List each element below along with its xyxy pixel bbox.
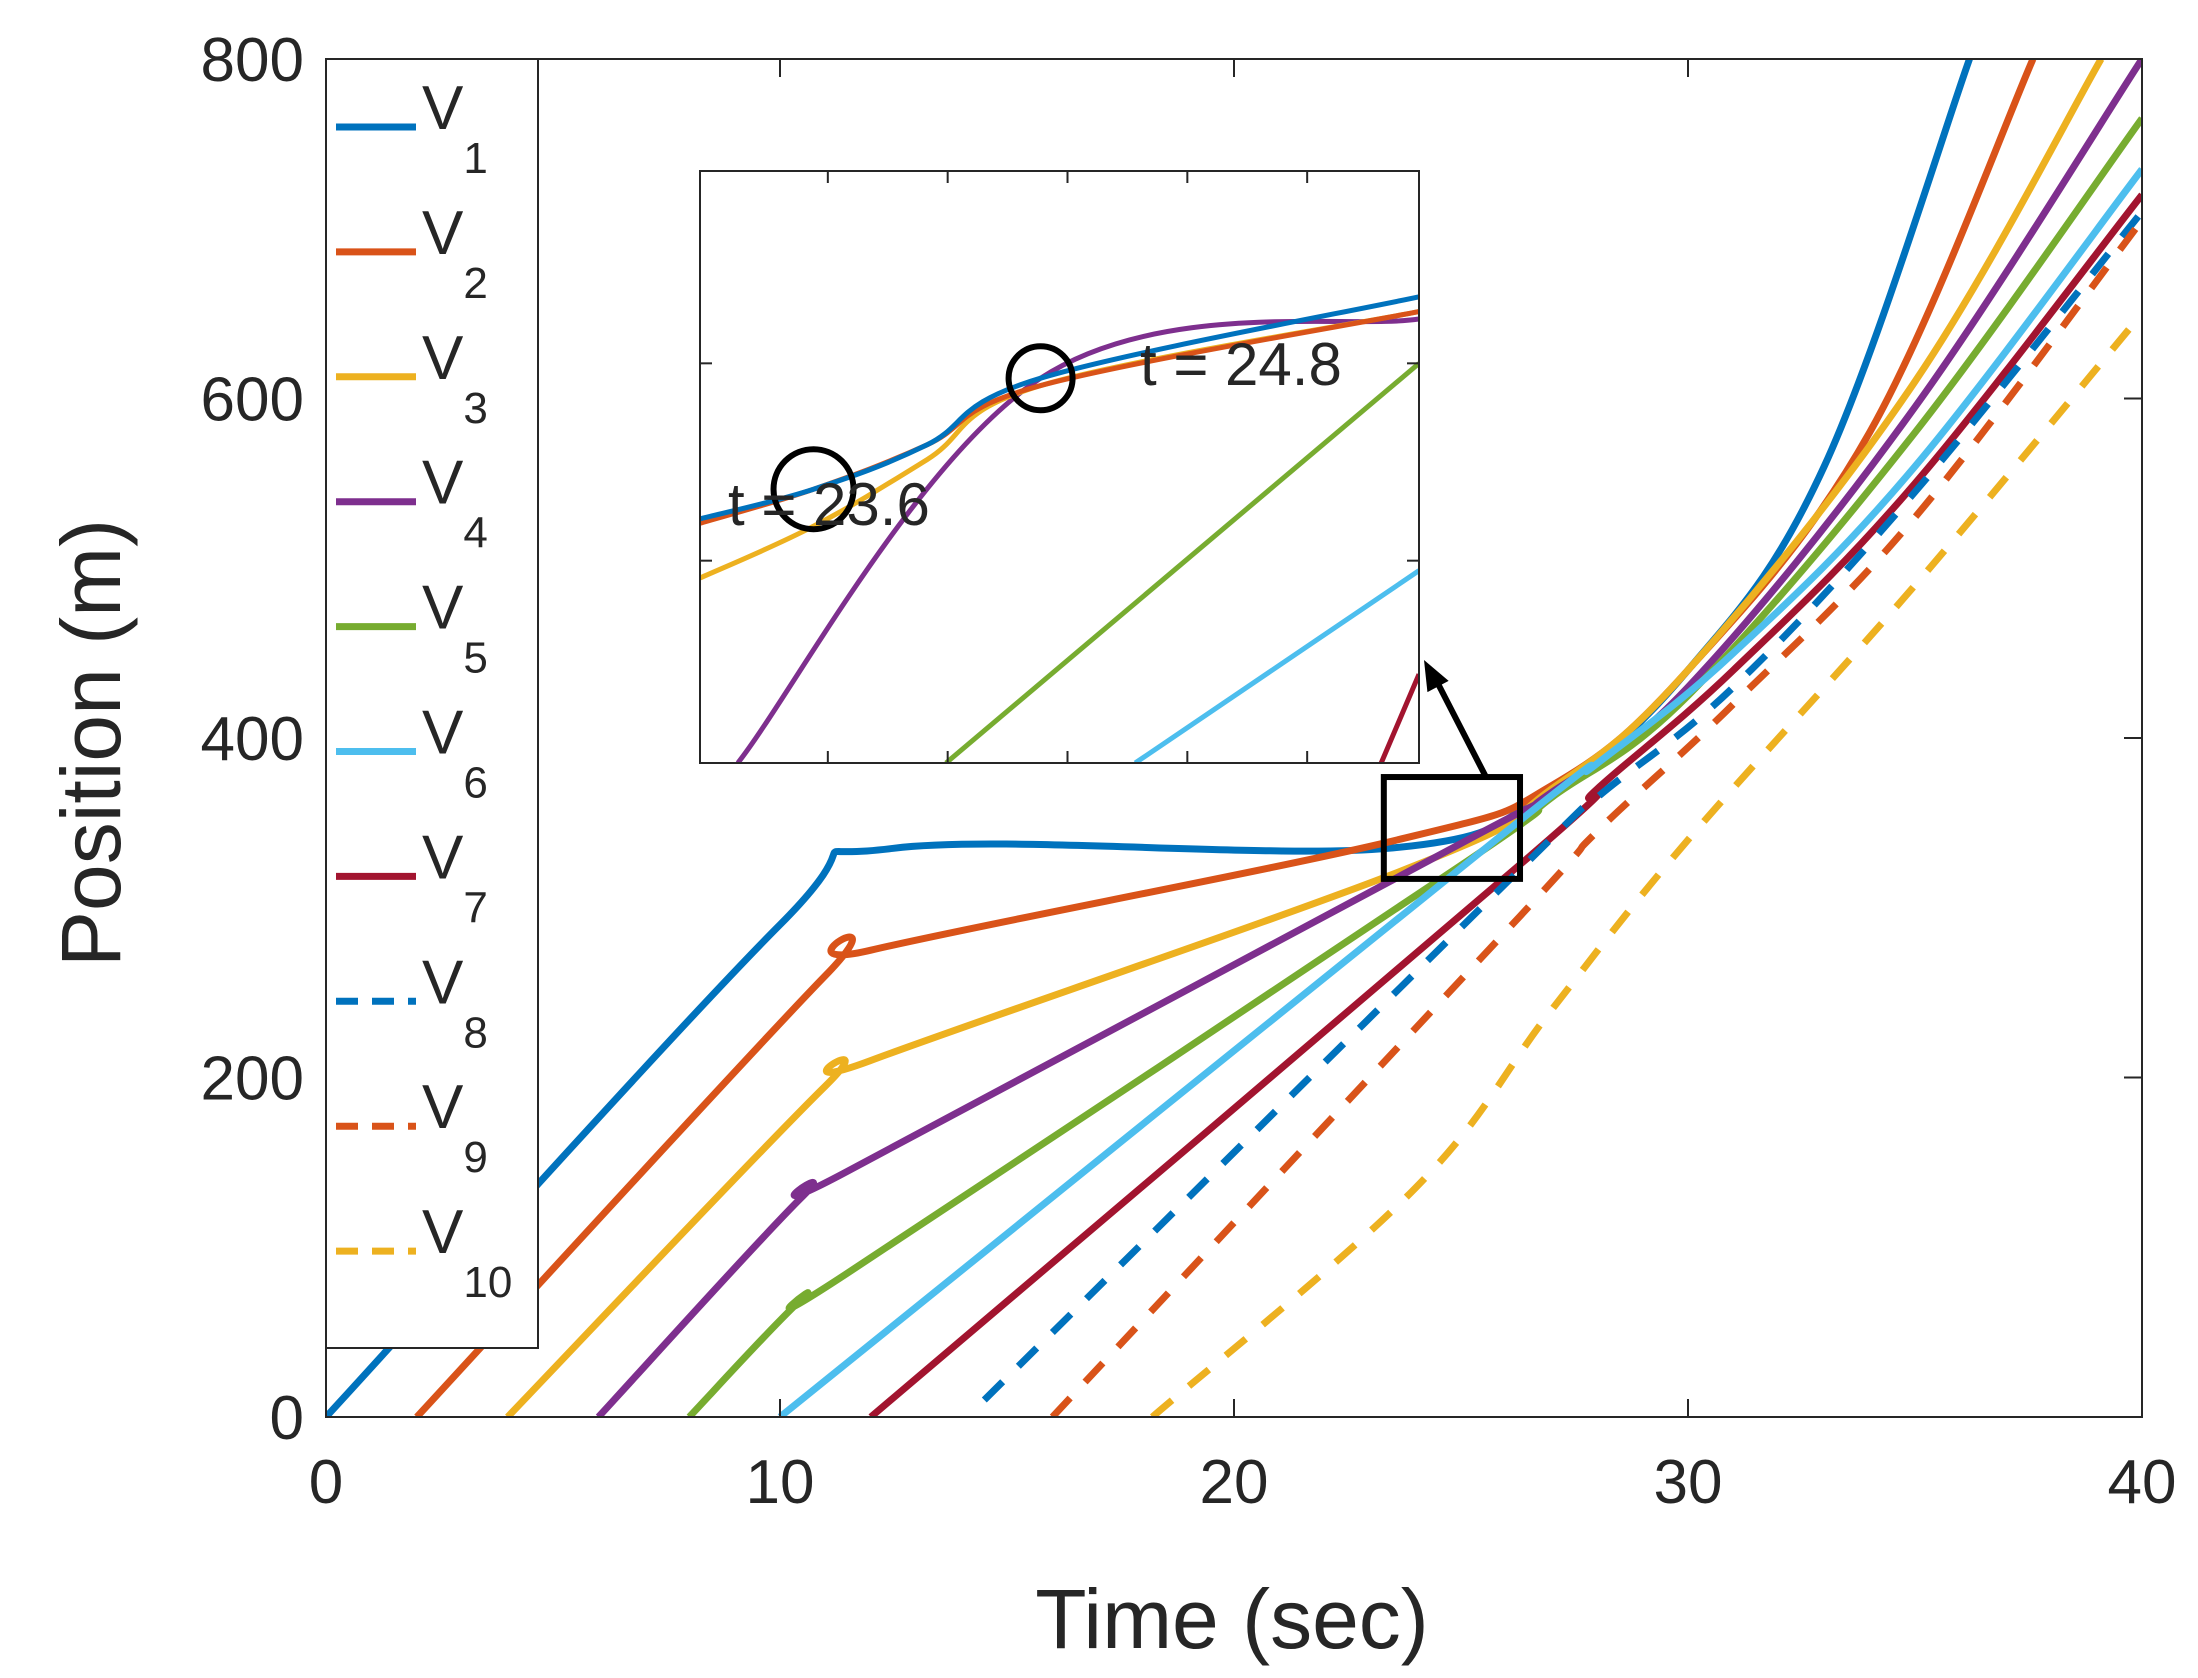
inset-line-v5: [944, 361, 1419, 763]
annotation-circle: [1005, 343, 1076, 414]
series-line-v7: [868, 192, 2142, 1417]
y-tick-label: 400: [201, 705, 304, 774]
legend-label-v2: V2: [422, 199, 488, 308]
series-line-v8: [981, 209, 2142, 1403]
x-tick-label: 20: [1200, 1448, 1269, 1517]
zoom-rectangle: [1380, 774, 1524, 882]
zoom-arrow-head: [1424, 660, 1449, 693]
x-tick-label: 40: [2108, 1448, 2177, 1517]
x-tick-label: 0: [309, 1448, 343, 1517]
series-line-v5: [686, 116, 2142, 1417]
y-tick-label: 600: [201, 366, 304, 435]
legend-label-v1: V1: [422, 74, 488, 183]
y-axis-label: Position (m): [44, 519, 138, 967]
legend-label-v4: V4: [422, 449, 488, 558]
legend: V1 V2 V3 V4 V5 V6 V7 V8 V9 V10: [325, 58, 539, 1349]
legend-label-v5: V5: [422, 574, 488, 683]
inset-frame: [699, 170, 1420, 764]
inset-axes: t = 23.6 t = 24.8: [699, 170, 1420, 764]
x-tick-label: 30: [1654, 1448, 1723, 1517]
legend-label-v8: V8: [422, 948, 488, 1057]
series-line-v6: [777, 167, 2142, 1417]
inset-line-v6: [1133, 568, 1419, 763]
series-line-v10: [1150, 311, 2142, 1417]
y-tick-label: 0: [270, 1384, 304, 1453]
inset-series: [700, 294, 1419, 763]
inset-background: [700, 171, 1419, 763]
annotation-label: t = 23.6: [728, 471, 930, 538]
series-line-v1: [326, 59, 1973, 1417]
zoom-arrow: [1429, 670, 1489, 779]
legend-label-v7: V7: [422, 823, 488, 932]
x-axis-label: Time (sec): [1035, 1572, 1429, 1666]
series-line-v9: [1049, 218, 2142, 1417]
series-lines: [326, 59, 2142, 1417]
annotation-label: t = 24.8: [1140, 331, 1342, 398]
legend-label-v9: V9: [422, 1073, 488, 1182]
zoom-region: [1380, 660, 1524, 882]
y-tick-label: 800: [201, 26, 304, 95]
annotation-circle: [770, 446, 857, 533]
legend-label-v3: V3: [422, 324, 488, 433]
inset-line-v7: [1378, 673, 1419, 763]
legend-box: [325, 58, 539, 1349]
legend-label-v6: V6: [422, 699, 488, 808]
x-tick-label: 10: [746, 1448, 815, 1517]
inset-line-v1: [700, 294, 1419, 522]
series-line-v4: [595, 59, 2142, 1417]
series-line-v2: [414, 59, 2037, 1417]
y-tick-label: 200: [201, 1045, 304, 1114]
legend-label-v10: V10: [422, 1198, 512, 1307]
